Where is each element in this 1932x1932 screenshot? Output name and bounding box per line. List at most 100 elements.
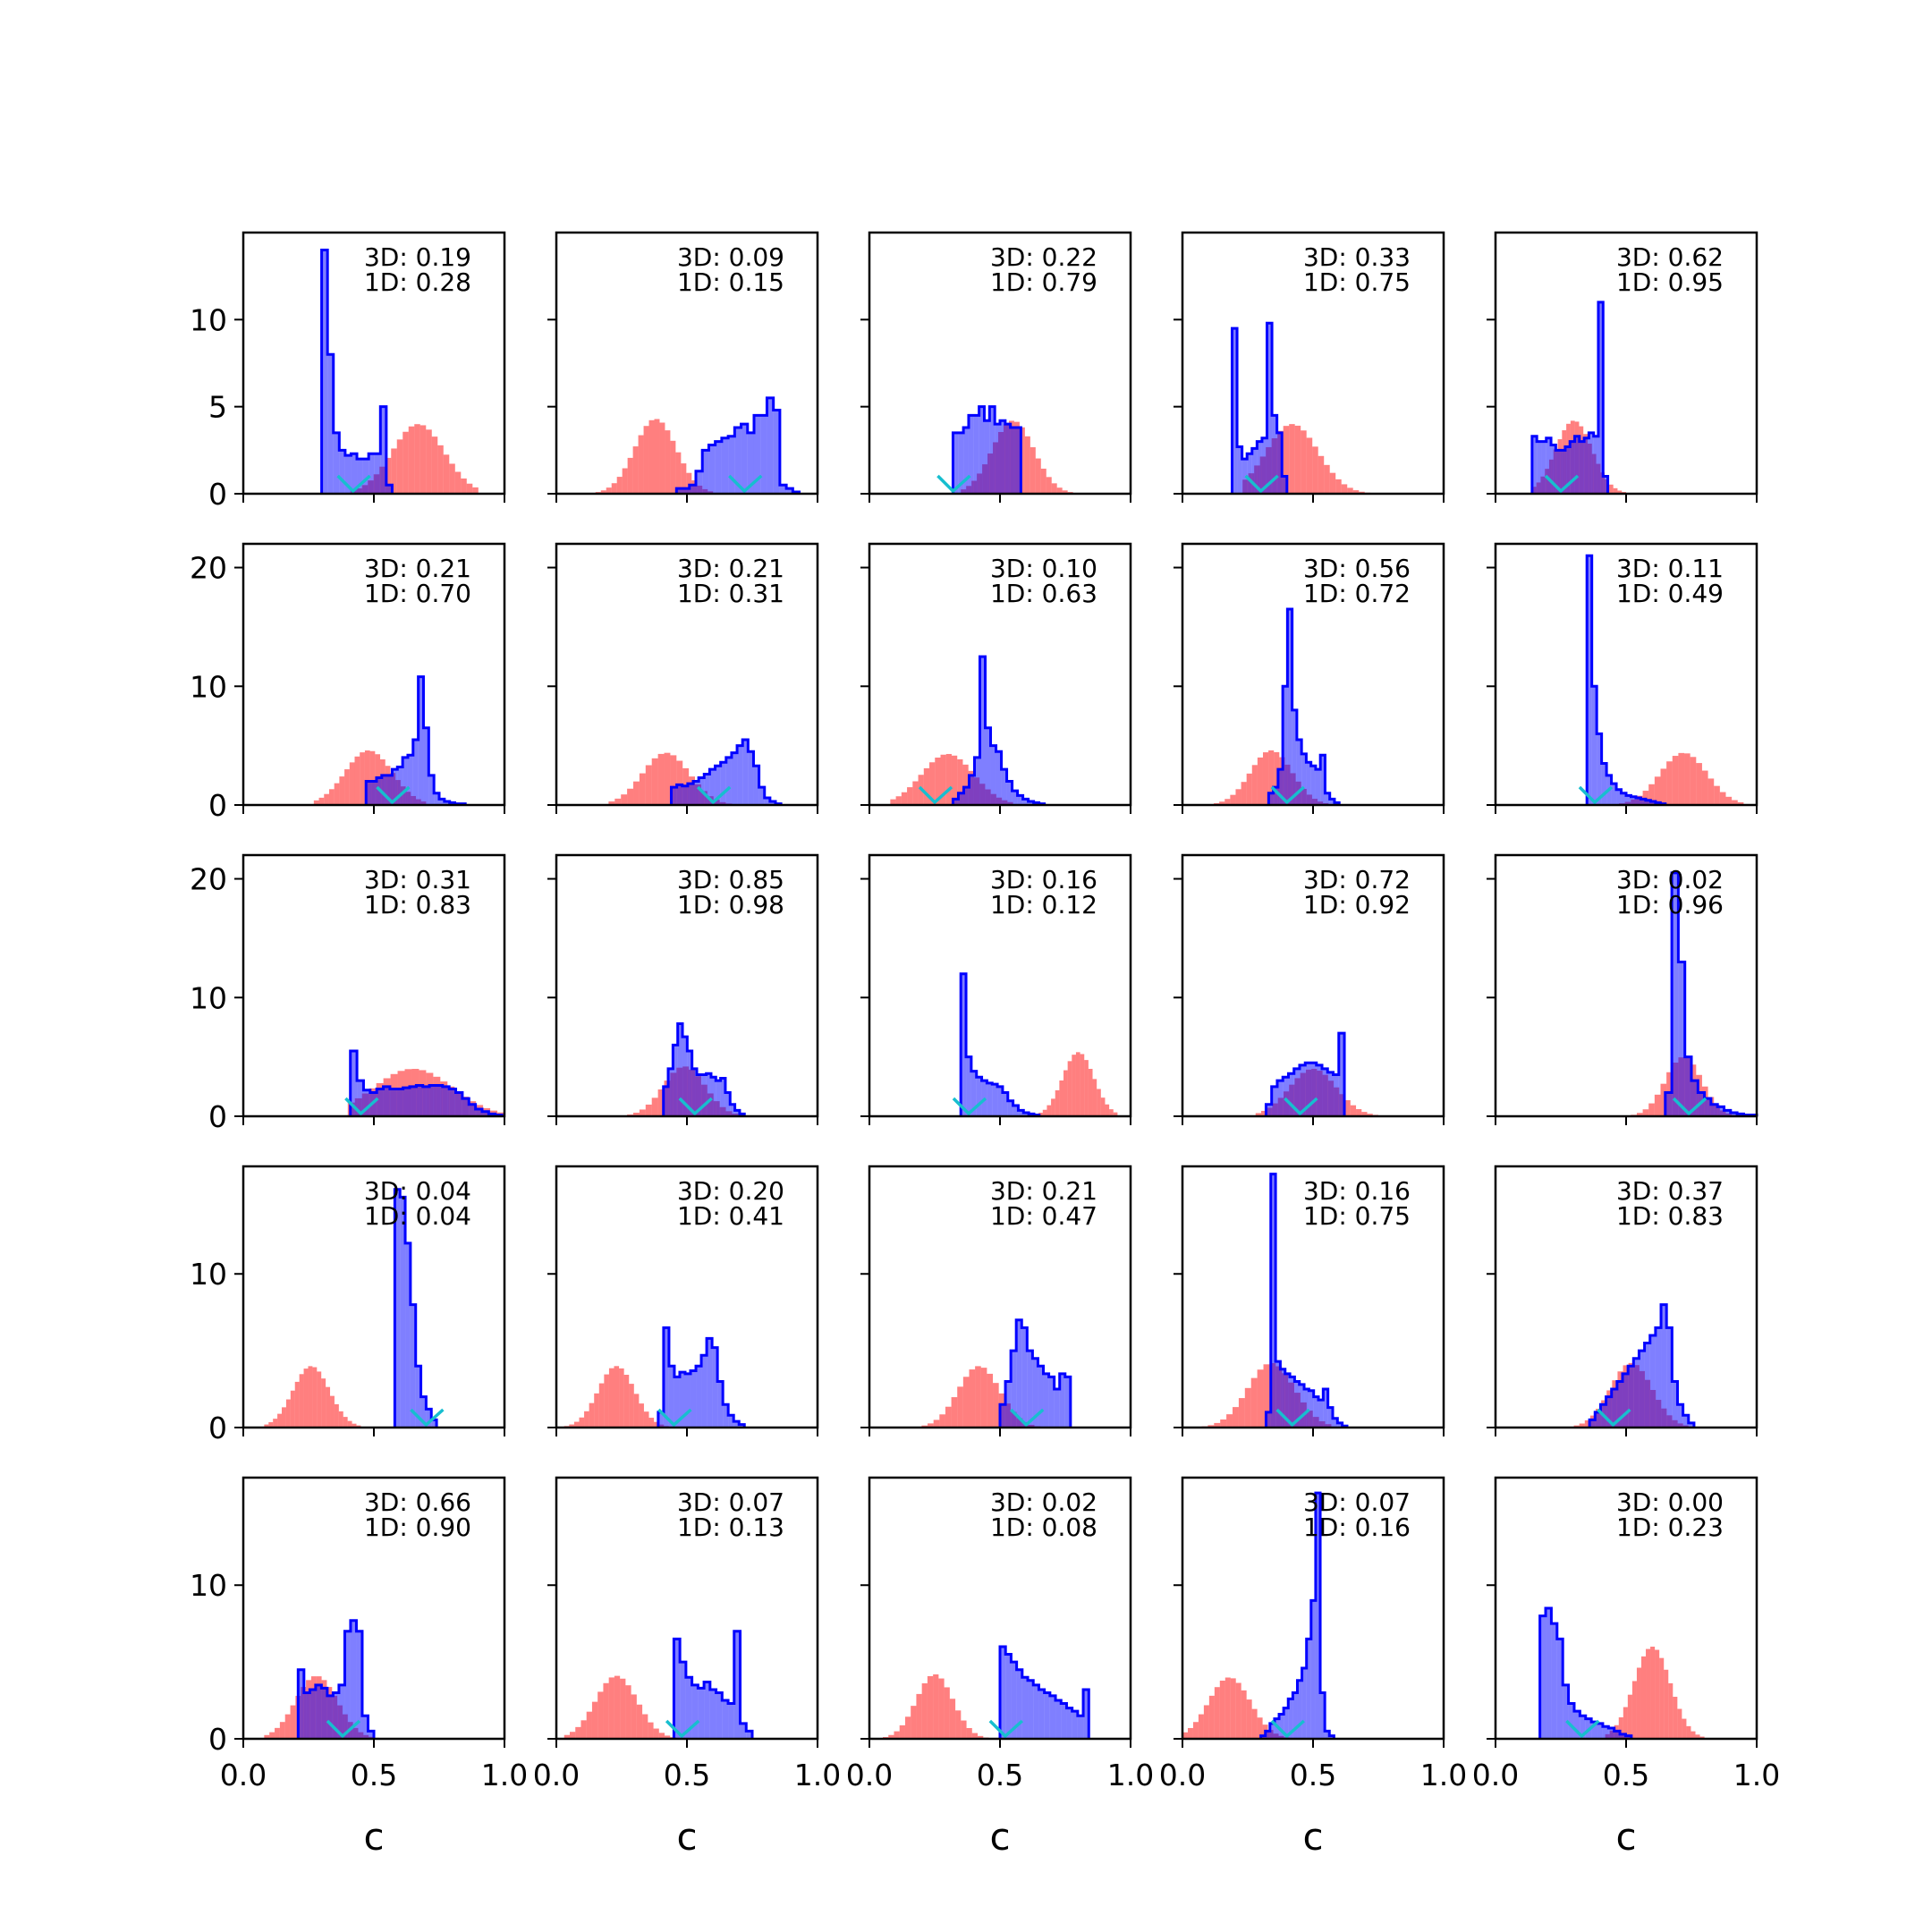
blue-histogram-bar (1027, 1351, 1033, 1428)
blue-histogram-bar (1287, 609, 1292, 805)
score-3d-label: 3D: 0.21 (990, 1176, 1097, 1206)
y-tick-label: 10 (190, 1257, 227, 1292)
blue-histogram-bar (380, 406, 386, 494)
check-marker (376, 785, 411, 805)
blue-histogram-bar (1015, 428, 1021, 494)
blue-histogram-bar (410, 1304, 416, 1428)
red-histogram-bar (633, 1113, 640, 1116)
red-histogram-bar (1274, 751, 1280, 805)
blue-histogram-bar (1000, 1404, 1006, 1428)
blue-histogram-bar (1327, 1407, 1333, 1428)
red-histogram-bar (1352, 490, 1360, 494)
blue-histogram-bar (1000, 420, 1005, 494)
blue-histogram-bar (1539, 1615, 1546, 1739)
red-histogram-bar (670, 755, 677, 805)
blue-histogram-bar (415, 1366, 421, 1428)
blue-histogram-bar (475, 1109, 482, 1116)
blue-histogram-bar (976, 1077, 982, 1116)
blue-histogram-bar (1635, 798, 1641, 805)
blue-histogram-bar (1316, 1064, 1323, 1116)
blue-histogram-bar (1655, 1327, 1662, 1428)
blue-histogram-bar (1546, 1608, 1552, 1739)
blue-histogram-bar (679, 1372, 685, 1428)
red-histogram-bar (1046, 1105, 1052, 1116)
blue-histogram-bar (696, 1074, 702, 1116)
red-histogram-bar (1623, 1707, 1628, 1739)
blue-histogram-bar (1309, 1390, 1314, 1428)
blue-histogram-bar (715, 441, 722, 494)
blue-histogram-bar (369, 453, 375, 494)
red-histogram-bar (921, 1682, 928, 1739)
check-marker (336, 474, 371, 494)
red-histogram-bar (1257, 1369, 1264, 1428)
blue-histogram-bar (1297, 1680, 1302, 1739)
red-histogram-bar (1318, 455, 1325, 494)
score-3d-label: 3D: 0.20 (677, 1176, 784, 1206)
red-histogram-bar (987, 1373, 994, 1428)
blue-histogram-bar (707, 1338, 713, 1428)
blue-histogram-outline (1585, 554, 1667, 806)
blue-histogram-bar (1333, 1074, 1339, 1116)
score-3d-label: 3D: 0.85 (677, 865, 784, 894)
red-histogram-bar (1262, 752, 1269, 805)
red-histogram-bar (659, 422, 665, 494)
blue-histogram-bar (326, 1695, 334, 1739)
blue-histogram-bar (1265, 1731, 1270, 1739)
blue-histogram-bar (741, 424, 748, 494)
blue-histogram-bar (1666, 1327, 1673, 1428)
red-histogram-bar (608, 1677, 614, 1739)
red-histogram-bar (334, 1403, 339, 1428)
red-histogram-bar (1241, 782, 1247, 805)
red-histogram-bar (1672, 756, 1679, 805)
blue-histogram-bar (1043, 1373, 1049, 1428)
red-histogram-bar (1075, 1052, 1080, 1116)
blue-histogram-bar (958, 432, 964, 494)
red-histogram-bar (391, 448, 397, 494)
blue-histogram-bar (764, 798, 770, 805)
red-histogram-bar (1347, 487, 1353, 494)
score-1d-label: 1D: 0.12 (990, 890, 1097, 919)
blue-histogram-bar (362, 459, 369, 494)
red-histogram-bar (1063, 1070, 1068, 1116)
blue-histogram-bar (1005, 1654, 1012, 1739)
score-1d-label: 1D: 0.72 (1303, 579, 1411, 608)
red-histogram-bar (665, 1735, 671, 1739)
x-tick-label: 1.0 (1733, 1758, 1780, 1792)
red-histogram-bar (426, 429, 432, 494)
blue-histogram-bar (1580, 1716, 1586, 1739)
red-histogram-bar (294, 1381, 300, 1428)
blue-histogram-bar (1556, 1639, 1563, 1739)
red-histogram-bar (606, 487, 612, 494)
red-histogram-bar (1226, 1414, 1233, 1428)
red-histogram-bar (330, 1395, 335, 1428)
red-histogram-bar (1251, 765, 1258, 805)
blue-histogram-bar (1320, 755, 1326, 805)
red-histogram-bar (890, 799, 896, 805)
red-histogram-bar (1324, 464, 1330, 494)
red-histogram-bar (1035, 458, 1041, 494)
blue-histogram-bar (958, 792, 964, 805)
blue-histogram-bar (1279, 1714, 1284, 1739)
blue-histogram-bar (416, 1085, 423, 1116)
blue-histogram-bar (682, 785, 688, 805)
red-histogram-bar (1019, 427, 1025, 494)
red-histogram-bar (1690, 757, 1697, 805)
red-histogram-bar (645, 765, 652, 805)
blue-histogram-bar (963, 787, 970, 805)
blue-histogram-bar (1023, 1113, 1030, 1116)
blue-histogram-bar (740, 1723, 747, 1739)
blue-histogram-bar (710, 1077, 716, 1116)
blue-histogram-bar (769, 801, 775, 805)
red-histogram-bar (1673, 1697, 1678, 1739)
blue-histogram-bar (996, 751, 1002, 805)
blue-histogram-bar (1241, 459, 1248, 494)
score-3d-label: 3D: 0.56 (1303, 554, 1411, 583)
blue-histogram-bar (663, 1086, 669, 1116)
red-histogram-bar (619, 1368, 624, 1428)
red-histogram-bar (1246, 1699, 1252, 1739)
blue-histogram-bar (1601, 763, 1607, 805)
blue-histogram-bar (721, 437, 729, 494)
score-1d-label: 1D: 0.41 (677, 1201, 784, 1231)
